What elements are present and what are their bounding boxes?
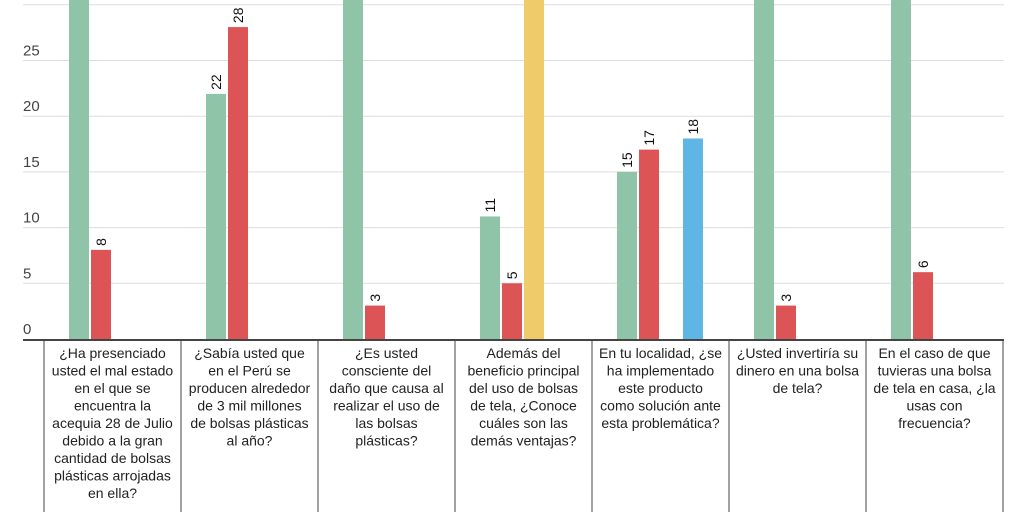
y-tick-label: 10 bbox=[23, 210, 40, 227]
category-label-line: En el caso de que bbox=[878, 345, 990, 361]
data-label: 17 bbox=[641, 130, 657, 146]
data-label: 18 bbox=[685, 119, 701, 135]
category-label-line: ¿Sabía usted que bbox=[194, 345, 305, 361]
data-label: 15 bbox=[619, 152, 635, 168]
bar bbox=[91, 249, 111, 339]
data-label: 8 bbox=[93, 238, 109, 246]
category-label-line: ha implementado bbox=[607, 363, 715, 379]
category-label-line: como solución ante bbox=[600, 398, 721, 414]
category-label-line: en el que se bbox=[74, 380, 150, 396]
bar bbox=[617, 171, 637, 339]
category-label-line: las bolsas bbox=[355, 415, 417, 431]
data-label: 3 bbox=[367, 294, 383, 302]
category-label-line: cuáles son las bbox=[479, 415, 568, 431]
category-label: Además del beneficio principal del uso de … bbox=[467, 345, 579, 449]
data-label: 22 bbox=[208, 74, 224, 90]
bar bbox=[524, 0, 544, 339]
category-label-line: consciente del bbox=[342, 363, 432, 379]
category-label-line: Además del bbox=[487, 345, 561, 361]
category-label-line: en el Perú se bbox=[208, 363, 291, 379]
category-label-line: ¿Usted invertiría su bbox=[737, 345, 858, 361]
category-label-line: usted el mal estado bbox=[52, 363, 174, 379]
category-label: ¿Ha presenciado usted el mal estado en el … bbox=[52, 345, 174, 501]
bar bbox=[206, 93, 226, 339]
bar bbox=[480, 216, 500, 339]
y-tick-label: 25 bbox=[23, 43, 40, 60]
category-label-line: de bolsas plásticas bbox=[190, 415, 308, 431]
category-label-line: ¿Ha presenciado bbox=[59, 345, 166, 361]
category-label-line: al año? bbox=[227, 433, 273, 449]
category-label-line: plásticas? bbox=[355, 433, 417, 449]
category-label-line: En tu localidad, ¿se bbox=[599, 345, 722, 361]
category-label-line: esta problemática? bbox=[601, 415, 720, 431]
bar bbox=[228, 27, 248, 340]
category-label-line: frecuencia? bbox=[898, 415, 971, 431]
data-label: 28 bbox=[230, 7, 246, 23]
category-label: ¿Usted invertiría su dinero en una bolsa d… bbox=[736, 345, 859, 396]
category-label-line: de tela? bbox=[773, 380, 823, 396]
bar bbox=[639, 149, 659, 339]
bar bbox=[343, 0, 363, 339]
category-label-line: daño que causa al bbox=[329, 380, 443, 396]
category-label-line: usas con bbox=[906, 398, 962, 414]
category-label-line: de tela en casa, ¿la bbox=[873, 380, 995, 396]
category-label-line: demás ventajas? bbox=[471, 433, 577, 449]
category-label: En el caso de que tuvieras una bolsa de te… bbox=[873, 345, 995, 431]
bar bbox=[913, 272, 933, 339]
category-label-line: de 3 mil millones bbox=[197, 398, 301, 414]
bar bbox=[754, 0, 774, 339]
category-label-line: del uso de bolsas bbox=[469, 380, 578, 396]
category-label: ¿Es usted consciente del daño que causa al… bbox=[329, 345, 443, 449]
category-label-line: dinero en una bolsa bbox=[736, 363, 859, 379]
bar bbox=[365, 305, 385, 339]
category-label-line: realizar el uso de bbox=[333, 398, 440, 414]
category-label-line: tuvieras una bolsa bbox=[878, 363, 992, 379]
data-label: 5 bbox=[504, 271, 520, 279]
category-label-line: producen alrededor bbox=[189, 380, 311, 396]
category-label-line: cantidad de bolsas bbox=[54, 450, 171, 466]
y-tick-label: 15 bbox=[23, 154, 40, 171]
category-label-line: ¿Es usted bbox=[355, 345, 418, 361]
data-label: 6 bbox=[915, 260, 931, 268]
category-label: ¿Sabía usted que en el Perú se producen al… bbox=[189, 345, 311, 449]
category-label-line: en ella? bbox=[88, 485, 137, 501]
bar bbox=[683, 138, 703, 339]
category-label-line: debido a la gran bbox=[62, 433, 162, 449]
category-label-line: acequia 28 de Julio bbox=[52, 415, 173, 431]
category-label-line: este producto bbox=[618, 380, 703, 396]
category-label-line: de tela, ¿Conoce bbox=[470, 398, 577, 414]
data-label: 3 bbox=[778, 294, 794, 302]
y-tick-label: 20 bbox=[23, 98, 40, 115]
y-tick-label: 30 bbox=[23, 0, 40, 4]
category-label-line: beneficio principal bbox=[467, 363, 579, 379]
y-tick-label: 0 bbox=[23, 321, 31, 338]
y-tick-label: 5 bbox=[23, 265, 31, 282]
bar bbox=[776, 305, 796, 339]
category-label-line: encuentra la bbox=[74, 398, 151, 414]
category-label: En tu localidad, ¿se ha implementado este … bbox=[599, 345, 722, 431]
bar bbox=[69, 0, 89, 339]
category-label-line: plásticas arrojadas bbox=[54, 468, 171, 484]
bar bbox=[502, 283, 522, 339]
data-label: 11 bbox=[482, 198, 498, 213]
bar bbox=[891, 0, 911, 339]
